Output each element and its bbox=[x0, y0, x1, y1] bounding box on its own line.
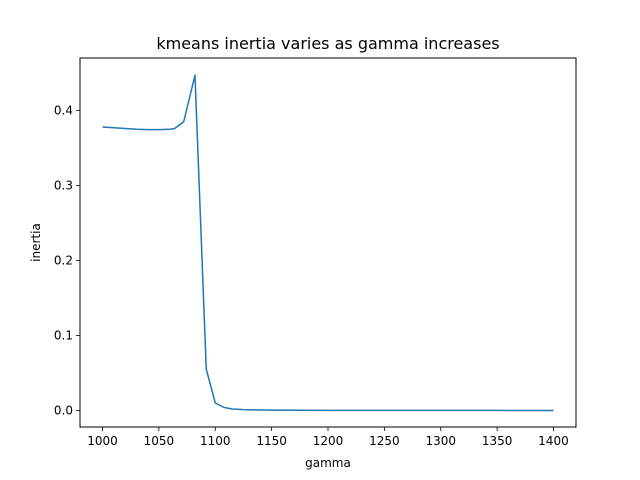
x-tick-label: 1100 bbox=[200, 434, 231, 448]
y-tick-label: 0.3 bbox=[54, 179, 73, 193]
y-tick-label: 0.0 bbox=[54, 404, 73, 418]
plot-area bbox=[102, 74, 554, 412]
x-tick-label: 1200 bbox=[313, 434, 344, 448]
x-tick-label: 1000 bbox=[87, 434, 118, 448]
x-tick-label: 1300 bbox=[425, 434, 456, 448]
y-tick-label: 0.1 bbox=[54, 329, 73, 343]
x-tick-label: 1350 bbox=[482, 434, 513, 448]
y-tick-label: 0.2 bbox=[54, 254, 73, 268]
series-line-0 bbox=[102, 74, 554, 412]
x-tick-label: 1150 bbox=[256, 434, 287, 448]
chart-title: kmeans inertia varies as gamma increases bbox=[156, 34, 499, 53]
x-tick-label: 1400 bbox=[538, 434, 569, 448]
y-axis: 0.0 0.1 0.2 0.3 0.4 bbox=[54, 104, 80, 418]
x-tick-label: 1250 bbox=[369, 434, 400, 448]
x-axis: 1000 1050 1100 1150 1200 1250 1300 1350 1400 bbox=[87, 427, 569, 448]
y-axis-label: inertia bbox=[29, 223, 43, 262]
y-tick-label: 0.4 bbox=[54, 104, 73, 118]
x-axis-label: gamma bbox=[305, 456, 351, 470]
x-tick-label: 1050 bbox=[144, 434, 175, 448]
